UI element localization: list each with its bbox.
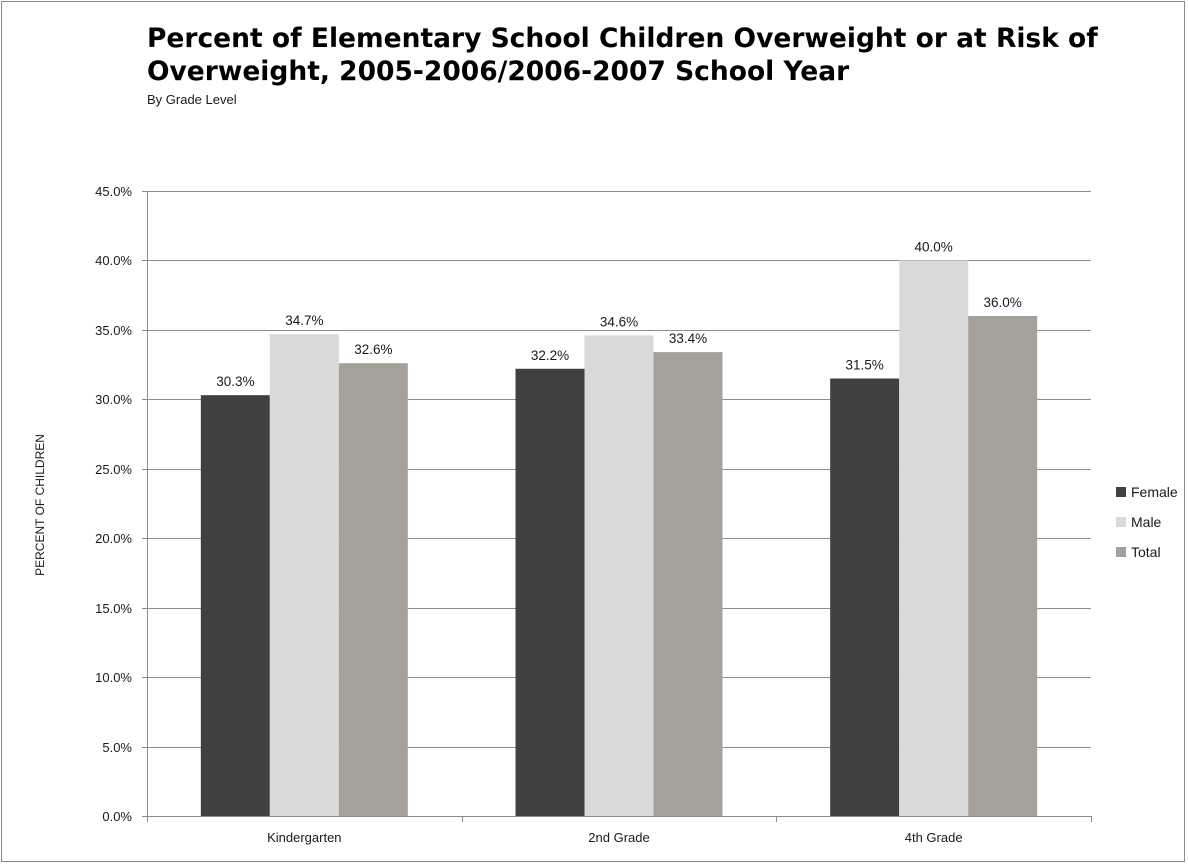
y-tick-label: 35.0% [95,323,132,338]
data-label: 31.5% [846,358,884,373]
legend-label-total: Total [1131,544,1161,560]
bar-total [338,363,408,816]
data-label: 30.3% [216,374,254,389]
legend-label-female: Female [1131,484,1178,500]
data-label: 32.2% [531,348,569,363]
axes: 0.0% 5.0% 10.0% 15.0% 20.0% 25.0% 30.0% 35.0% 40… [95,184,1092,845]
x-category-label: Kindergarten [267,830,341,845]
bar-male [584,335,654,816]
y-tick-label: 0.0% [102,809,132,824]
data-label: 36.0% [984,295,1022,310]
bars [200,260,1038,816]
legend-label-male: Male [1131,514,1162,530]
data-label: 32.6% [354,342,392,357]
data-label: 34.6% [600,314,638,329]
x-category-label: 4th Grade [905,830,963,845]
y-tick-label: 10.0% [95,670,132,685]
bar-female [515,368,585,816]
bar-male [269,334,339,816]
bar-female [200,395,270,816]
bar-male [899,260,969,816]
y-tick-label: 40.0% [95,253,132,268]
y-tick-label: 20.0% [95,531,132,546]
data-label: 40.0% [915,239,953,254]
y-tick-label: 45.0% [95,184,132,199]
bar-female [830,378,900,816]
legend: Female Male Total [1116,484,1178,560]
data-labels: 30.3% 34.7% 32.6% 32.2% 34.6% 33.4% 31.5% 40.0%… [216,239,1022,389]
y-tick-label: 25.0% [95,462,132,477]
legend-swatch-male [1116,517,1126,527]
chart-subtitle: By Grade Level [147,92,237,107]
y-tick-label: 15.0% [95,601,132,616]
data-label: 33.4% [669,331,707,346]
y-axis-title: PERCENT OF CHILDREN [33,434,47,576]
bar-total [968,316,1038,816]
x-category-label: 2nd Grade [588,830,649,845]
data-label: 34.7% [285,313,323,328]
legend-swatch-total [1116,547,1126,557]
y-tick-label: 30.0% [95,392,132,407]
y-tick-label: 5.0% [102,740,132,755]
legend-swatch-female [1116,487,1126,497]
chart-title: Percent of Elementary School Children Ov… [147,23,1098,87]
bar-total [653,352,723,816]
